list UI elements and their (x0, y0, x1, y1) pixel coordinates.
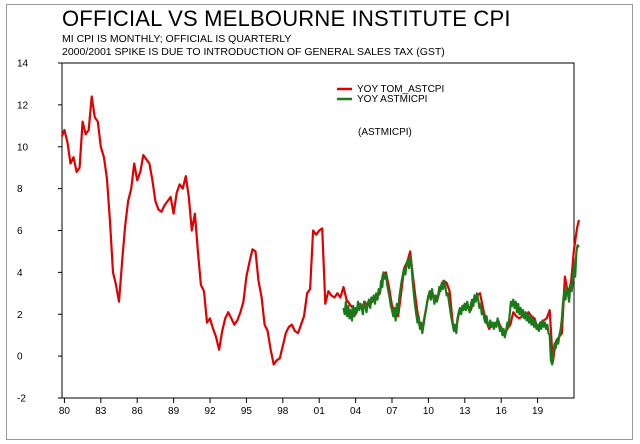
x-tick-label: 10 (423, 406, 435, 417)
y-tick-label: 6 (17, 226, 23, 237)
x-tick-label: 95 (241, 406, 253, 417)
x-tick-label: 86 (132, 406, 144, 417)
y-tick-label: -2 (17, 394, 26, 405)
legend-label-melbourne: YOY ASTMICPI (357, 94, 427, 105)
series-line-melbourne-cpi (342, 244, 580, 366)
legend-label-official: YOY TOM_ASTCPI (357, 84, 444, 95)
axes: -2 0 2 4 6 8 10 12 14 80 83 86 89 92 95 98 01 04 07 10 13 16 1… (17, 59, 575, 417)
y-tick-label: 10 (17, 142, 29, 153)
chart-subtitle-line-2: 2000/2001 SPIKE IS DUE TO INTRODUCTION O… (62, 46, 445, 58)
legend: YOY TOM_ASTCPI YOY ASTMICPI (ASTMICPI) (337, 84, 444, 138)
y-tick-label: 14 (17, 59, 29, 70)
x-tick-label: 19 (532, 406, 544, 417)
x-tick-label: 13 (459, 406, 471, 417)
y-tick-label: 4 (17, 268, 23, 279)
x-tick-label: 83 (95, 406, 107, 417)
x-tick-label: 80 (59, 406, 71, 417)
chart-frame (6, 4, 633, 440)
chart-title: OFFICIAL VS MELBOURNE INSTITUTE CPI (62, 6, 511, 31)
annotation-label: (ASTMICPI) (358, 127, 412, 138)
x-tick-label: 01 (314, 406, 326, 417)
x-tick-label: 04 (350, 406, 362, 417)
x-tick-label: 92 (204, 406, 216, 417)
y-tick-label: 0 (17, 352, 23, 363)
chart-subtitle-line-1: MI CPI IS MONTHLY; OFFICIAL IS QUARTERLY (62, 33, 292, 45)
series-line-official-cpi (60, 95, 580, 366)
x-tick-label: 98 (277, 406, 289, 417)
y-tick-label: 2 (17, 310, 23, 321)
y-tick-label: 8 (17, 184, 23, 195)
x-tick-label: 07 (386, 406, 398, 417)
series-layer (60, 95, 580, 366)
y-tick-label: 12 (17, 100, 29, 111)
x-tick-label: 89 (168, 406, 180, 417)
x-tick-label: 16 (496, 406, 508, 417)
